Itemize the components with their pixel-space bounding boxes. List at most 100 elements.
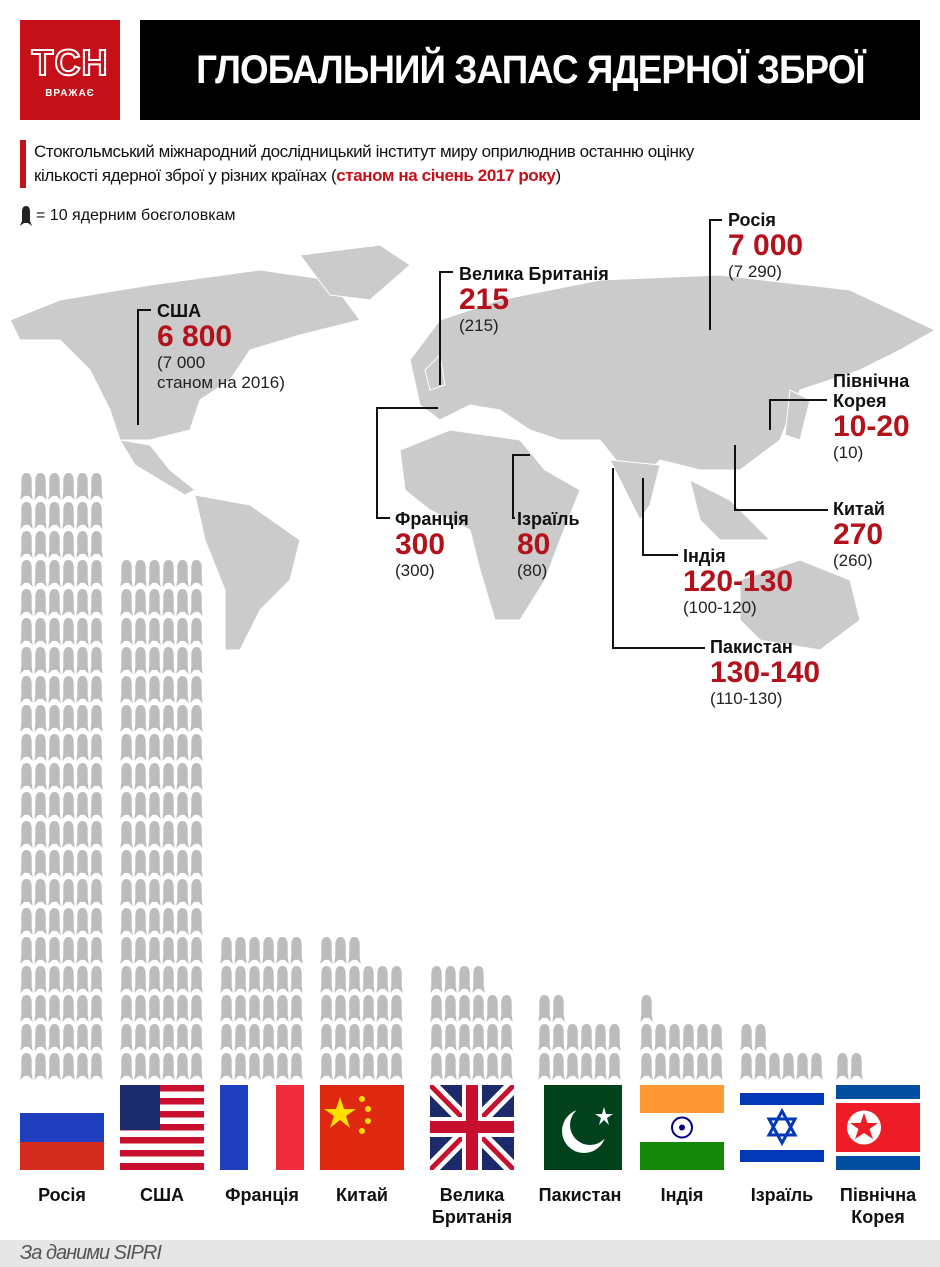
warhead-icon xyxy=(608,1024,621,1051)
previous-count-note: станом на 2016) xyxy=(157,373,285,392)
warhead-icon xyxy=(34,473,47,500)
warhead-icon xyxy=(20,937,33,964)
warhead-icon xyxy=(90,908,103,935)
warhead-icon xyxy=(134,560,147,587)
previous-count: (80) xyxy=(517,561,548,580)
map-label-india: Індія 120-130 (100-120) xyxy=(683,546,793,618)
warhead-icon xyxy=(654,1053,667,1080)
warhead-icon xyxy=(594,1024,607,1051)
warhead-icon xyxy=(48,995,61,1022)
warhead-icon xyxy=(62,589,75,616)
warhead-icon xyxy=(334,937,347,964)
warhead-icon xyxy=(176,560,189,587)
warhead-icon xyxy=(34,734,47,761)
warhead-icon xyxy=(444,966,457,993)
warhead-icon xyxy=(376,1024,389,1051)
warhead-icon xyxy=(348,937,361,964)
warhead-icon xyxy=(430,1053,443,1080)
country-name: Велика Британія xyxy=(459,264,609,284)
warhead-count: 215 xyxy=(459,283,510,316)
warhead-icon xyxy=(90,618,103,645)
source-text: За даними SIPRI xyxy=(20,1242,162,1264)
warhead-icon xyxy=(148,647,161,674)
warhead-icon xyxy=(90,1024,103,1051)
warhead-icon xyxy=(134,850,147,877)
warhead-icon xyxy=(48,502,61,529)
warhead-icon xyxy=(90,763,103,790)
warhead-icon xyxy=(34,676,47,703)
warhead-icon xyxy=(62,560,75,587)
warhead-icon xyxy=(120,560,133,587)
warhead-icon xyxy=(48,937,61,964)
warhead-icon xyxy=(120,937,133,964)
warhead-icon xyxy=(34,966,47,993)
warhead-icon xyxy=(20,763,33,790)
warhead-icon xyxy=(176,1053,189,1080)
warhead-icon xyxy=(90,792,103,819)
europe-asia-shape xyxy=(409,274,937,481)
warhead-icon xyxy=(290,1024,303,1051)
warhead-icon xyxy=(220,1053,233,1080)
title-banner: ГЛОБАЛЬНИЙ ЗАПАС ЯДЕРНОЇ ЗБРОЇ xyxy=(140,20,920,120)
warhead-icon xyxy=(134,937,147,964)
page-title: ГЛОБАЛЬНИЙ ЗАПАС ЯДЕРНОЇ ЗБРОЇ xyxy=(195,47,865,92)
warhead-icon xyxy=(390,1053,403,1080)
warhead-icon xyxy=(850,1053,863,1080)
warhead-icon xyxy=(390,995,403,1022)
warhead-icon xyxy=(48,792,61,819)
warhead-icon xyxy=(248,937,261,964)
leader-north-korea xyxy=(769,399,827,430)
australia-shape xyxy=(739,559,861,651)
intro-text: Стокгольмський міжнародний дослідницький… xyxy=(20,140,834,188)
warhead-icon xyxy=(76,705,89,732)
warhead-icon xyxy=(190,647,203,674)
warhead-icon xyxy=(190,589,203,616)
flag-france xyxy=(220,1085,304,1170)
warhead-icon xyxy=(176,589,189,616)
warhead-icon xyxy=(176,966,189,993)
warhead-icon xyxy=(148,676,161,703)
warhead-icon xyxy=(34,792,47,819)
map-label-china: Китай 270 (260) xyxy=(833,499,885,571)
leader-india xyxy=(642,478,678,556)
warhead-icon xyxy=(148,995,161,1022)
warhead-icon xyxy=(640,1053,653,1080)
warhead-icon xyxy=(162,1053,175,1080)
warhead-icon xyxy=(608,1053,621,1080)
africa-shape xyxy=(399,429,581,621)
warhead-icon xyxy=(190,792,203,819)
warhead-icon xyxy=(472,966,485,993)
warhead-icon xyxy=(48,705,61,732)
warhead-icon xyxy=(90,966,103,993)
warhead-icon xyxy=(76,879,89,906)
warhead-icon xyxy=(190,850,203,877)
warhead-icon xyxy=(538,1053,551,1080)
warhead-icon xyxy=(276,937,289,964)
country-label-line: Індія xyxy=(660,1185,704,1205)
warhead-icon xyxy=(472,1024,485,1051)
warhead-icon xyxy=(20,560,33,587)
warhead-icon xyxy=(334,995,347,1022)
country-label-line: Росія xyxy=(38,1185,86,1205)
warhead-icon xyxy=(486,1053,499,1080)
warhead-icon xyxy=(134,908,147,935)
warhead-icon xyxy=(162,618,175,645)
warhead-icon xyxy=(740,1024,753,1051)
warhead-icon xyxy=(76,734,89,761)
warhead-icon xyxy=(162,792,175,819)
country-name: Китай xyxy=(833,499,885,519)
warhead-icon xyxy=(276,1024,289,1051)
warhead-icon xyxy=(162,705,175,732)
intro-line-1: Стокгольмський міжнародний дослідницький… xyxy=(34,142,694,161)
warhead-icon xyxy=(20,792,33,819)
leader-lines xyxy=(137,219,828,649)
warhead-icon xyxy=(120,995,133,1022)
warhead-icon xyxy=(782,1053,795,1080)
warhead-icon xyxy=(248,1053,261,1080)
previous-count: (100-120) xyxy=(683,598,757,617)
country-label: Пакистан xyxy=(530,1184,630,1206)
warhead-icon xyxy=(234,1053,247,1080)
warhead-icon xyxy=(458,1053,471,1080)
country-name: Росія xyxy=(728,210,776,230)
warhead-icon xyxy=(320,966,333,993)
